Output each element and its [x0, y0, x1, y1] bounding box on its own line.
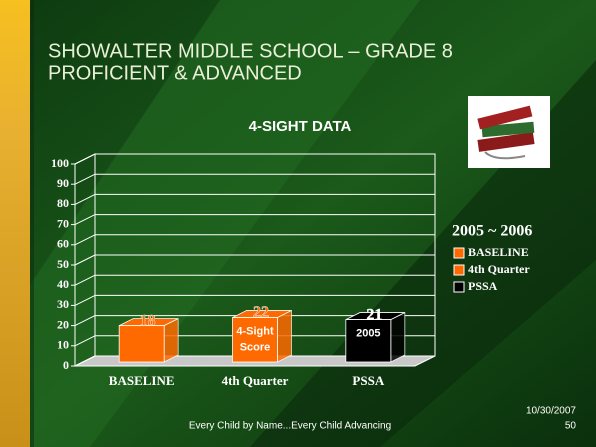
bar-annotation: Score — [240, 341, 271, 353]
date: 10/30/2007 — [526, 406, 576, 417]
x-tick-label: PSSA — [352, 373, 384, 388]
y-tick-label: 30 — [57, 297, 69, 311]
legend-label: 4th Quarter — [468, 262, 530, 276]
data-label: 18 — [140, 312, 156, 329]
title-line: PROFICIENT & ADVANCED — [48, 62, 302, 84]
grid-line — [74, 173, 96, 185]
bar-annotation: 4-Sight — [236, 325, 274, 337]
bar-annotation: 2005 — [356, 327, 380, 339]
page-number: 50 — [565, 421, 577, 432]
chart-title: 4-SIGHT DATA — [249, 118, 352, 135]
grid-line — [74, 355, 96, 367]
y-tick-label: 20 — [57, 317, 69, 331]
x-tick-label: 4th Quarter — [222, 373, 289, 388]
y-tick-label: 100 — [51, 156, 69, 170]
legend-title: 2005 ~ 2006 — [452, 223, 532, 240]
bar-front — [232, 317, 278, 363]
legend-swatch — [453, 247, 465, 259]
grid-line — [74, 214, 96, 226]
grid-line — [74, 274, 96, 286]
bar-front — [118, 325, 165, 363]
y-tick-label: 50 — [57, 257, 69, 271]
y-tick-label: 40 — [57, 277, 69, 291]
title-line: SHOWALTER MIDDLE SCHOOL – GRADE 8 — [48, 40, 453, 62]
y-tick-label: 0 — [63, 358, 69, 372]
x-tick-label: BASELINE — [109, 373, 175, 388]
bar-side — [390, 311, 406, 363]
y-tick-label: 70 — [57, 216, 69, 230]
bar — [118, 317, 179, 363]
bar-side — [277, 309, 292, 363]
legend-label: BASELINE — [468, 245, 529, 259]
bar — [345, 311, 406, 363]
legend-label: PSSA — [468, 279, 498, 293]
grid-line — [74, 254, 96, 266]
y-tick-label: 80 — [57, 196, 69, 210]
grid-line — [74, 153, 96, 165]
y-tick-label: 10 — [57, 338, 69, 352]
bar-front — [345, 319, 392, 363]
side-bar-edge — [30, 0, 34, 447]
grid-line — [74, 193, 96, 205]
bar-side — [163, 317, 179, 363]
grid-line — [74, 234, 96, 246]
side-bar — [0, 0, 30, 447]
grid-line — [74, 294, 96, 306]
grid-line — [74, 335, 96, 347]
grid-line — [74, 315, 96, 327]
data-label: 21 — [366, 306, 382, 323]
band — [0, 0, 420, 447]
books-icon — [468, 96, 550, 168]
footer: Every Child by Name...Every Child Advanc… — [189, 421, 391, 432]
data-label: 22 — [253, 304, 269, 321]
bar — [232, 309, 292, 363]
y-tick-label: 60 — [57, 237, 69, 251]
y-tick-label: 90 — [57, 176, 69, 190]
legend-swatch — [453, 281, 465, 293]
legend-swatch — [453, 264, 465, 276]
